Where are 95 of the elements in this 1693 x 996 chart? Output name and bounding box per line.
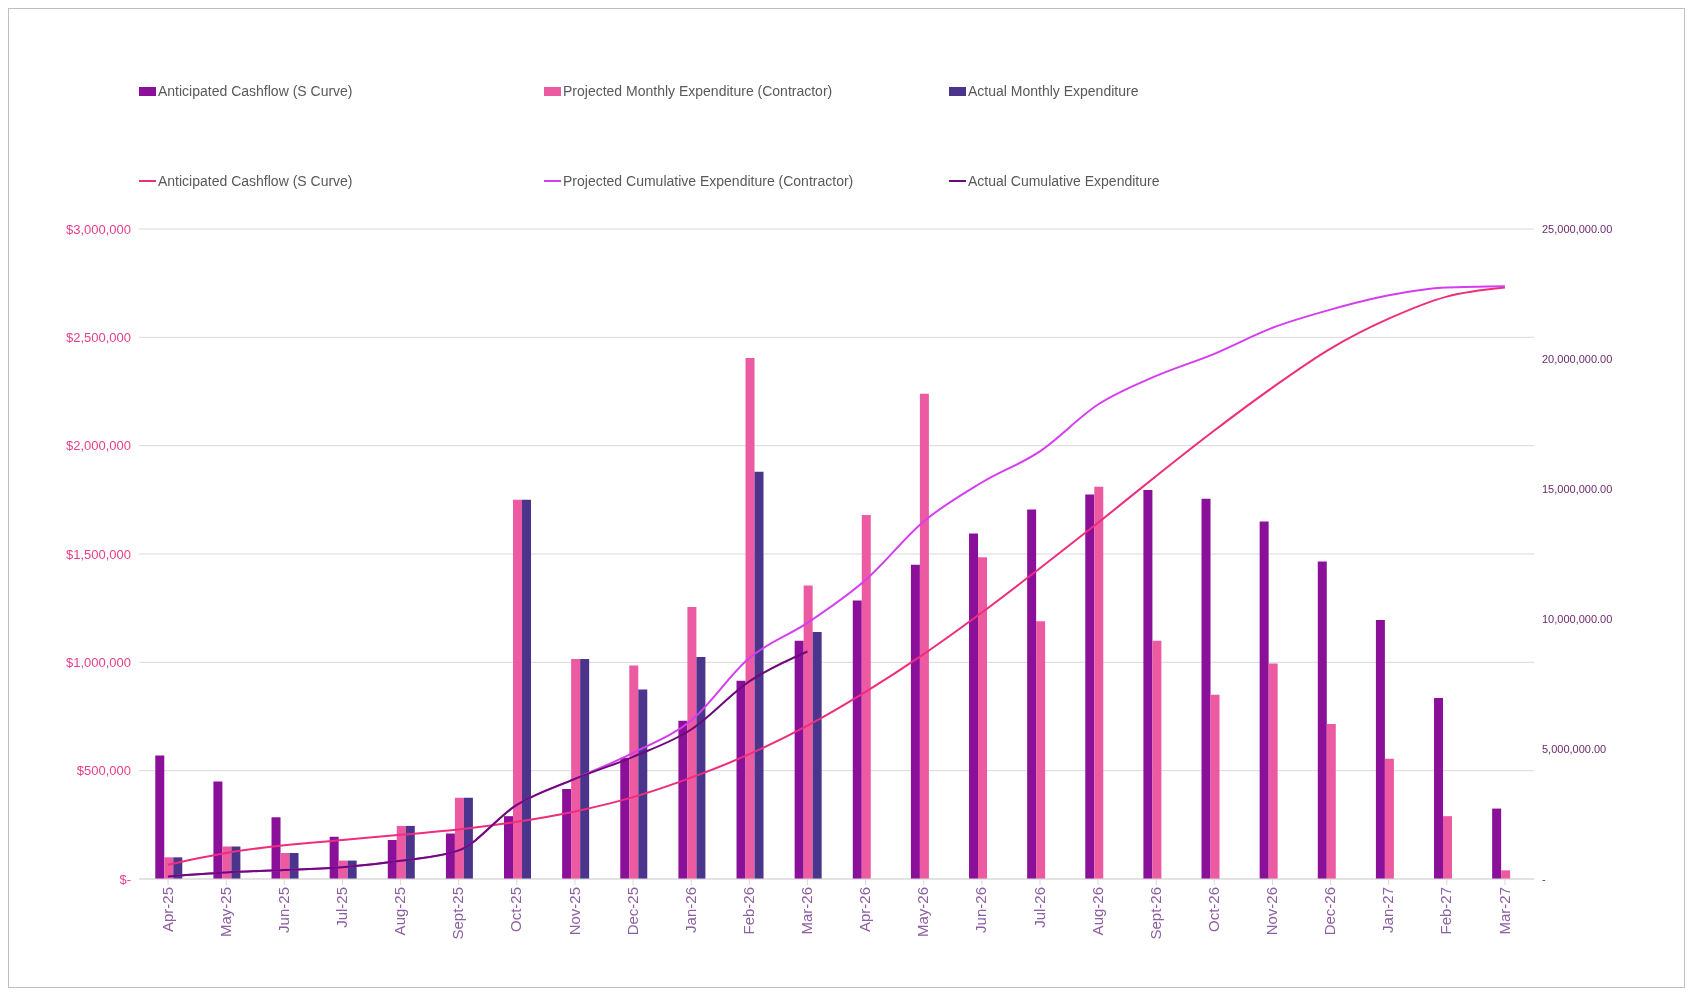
bar <box>910 564 920 879</box>
bar <box>463 797 473 879</box>
bar <box>620 757 630 879</box>
y-tick-label: $2,500,000 <box>65 329 131 345</box>
bar <box>213 781 223 879</box>
bar <box>445 833 455 879</box>
x-tick-label: Aug-25 <box>391 887 409 936</box>
y-tick-label: $3,000,000 <box>65 221 131 237</box>
y2-tick-label: - <box>1542 872 1546 885</box>
y-tick-label: $1,000,000 <box>65 654 131 670</box>
bar <box>1492 808 1502 879</box>
bar <box>454 797 464 879</box>
legend-label: Actual Monthly Expenditure <box>968 83 1139 99</box>
bar <box>861 515 871 879</box>
x-tick-label: Jul-26 <box>1030 887 1048 928</box>
bar <box>1384 758 1394 879</box>
x-tick-label: Nov-26 <box>1263 887 1281 936</box>
x-tick-label: Dec-26 <box>1321 887 1339 936</box>
x-tick-label: Jan-26 <box>681 887 699 933</box>
bar <box>155 755 165 879</box>
x-tick-label: Feb-26 <box>739 887 757 935</box>
y2-tick-label: 10,000,000.00 <box>1542 612 1613 625</box>
bar <box>754 471 764 879</box>
legend-label: Actual Cumulative Expenditure <box>968 173 1160 189</box>
x-tick-label: Feb-27 <box>1437 887 1455 935</box>
bar <box>1434 698 1444 879</box>
bar <box>1036 621 1046 879</box>
line-series <box>167 650 809 878</box>
bar <box>522 499 532 879</box>
y-tick-label: $500,000 <box>76 763 131 779</box>
bar <box>1085 494 1095 879</box>
bar <box>629 665 639 879</box>
x-tick-label: May-26 <box>914 887 932 938</box>
x-tick-label: Dec-25 <box>623 887 641 936</box>
bar <box>852 600 862 879</box>
y2-tick-label: 15,000,000.00 <box>1542 482 1613 495</box>
legend-label: Anticipated Cashflow (S Curve) <box>158 173 353 189</box>
x-tick-label: Jul-25 <box>333 887 351 928</box>
x-tick-label: Apr-25 <box>158 887 176 933</box>
bar <box>803 585 813 879</box>
x-tick-label: Jun-25 <box>274 887 292 933</box>
bar <box>504 816 514 879</box>
x-tick-label: Sept-26 <box>1146 887 1164 940</box>
y-tick-label: $- <box>119 871 131 887</box>
x-tick-label: Mar-27 <box>1495 887 1513 935</box>
bar <box>1501 870 1511 879</box>
x-tick-label: Jun-26 <box>972 887 990 933</box>
bar <box>969 533 979 879</box>
bar <box>638 689 648 879</box>
bar <box>812 632 822 879</box>
bar <box>1317 561 1327 879</box>
bar <box>1443 816 1453 879</box>
bar <box>271 817 281 879</box>
bar <box>794 640 804 879</box>
bar <box>1143 490 1153 879</box>
x-tick-label: Nov-25 <box>565 887 583 936</box>
bar <box>387 840 397 879</box>
y2-tick-label: 5,000,000.00 <box>1542 742 1607 755</box>
bar <box>1326 724 1336 879</box>
x-tick-label: Oct-26 <box>1204 887 1222 933</box>
bar <box>745 357 755 879</box>
bar <box>513 499 523 879</box>
bar <box>1027 509 1037 879</box>
bar <box>919 393 929 879</box>
bar <box>405 825 415 879</box>
y-tick-label: $1,500,000 <box>65 546 131 562</box>
bar <box>1268 663 1278 879</box>
bar <box>1201 498 1211 879</box>
bar <box>1152 640 1162 879</box>
bar <box>1210 694 1220 879</box>
y-tick-label: $2,000,000 <box>65 438 131 454</box>
legend-label: Anticipated Cashflow (S Curve) <box>158 83 353 99</box>
bar <box>678 720 688 879</box>
legend-label: Projected Monthly Expenditure (Contractor) <box>563 83 833 99</box>
bar <box>978 557 988 879</box>
bar <box>1259 521 1269 879</box>
bar <box>580 659 590 879</box>
bar <box>571 659 581 879</box>
x-tick-label: Apr-26 <box>856 887 874 933</box>
bar <box>687 607 697 879</box>
bar <box>1094 486 1104 879</box>
bar <box>562 789 572 879</box>
bar <box>1375 620 1385 879</box>
legend-label: Projected Cumulative Expenditure (Contractor) <box>563 173 854 189</box>
x-tick-label: May-25 <box>216 887 234 938</box>
x-tick-label: Mar-26 <box>798 887 816 935</box>
bar <box>396 825 406 879</box>
y2-tick-label: 25,000,000.00 <box>1542 222 1613 235</box>
x-tick-label: Oct-25 <box>507 887 525 933</box>
bar <box>696 656 706 879</box>
x-tick-label: Jan-27 <box>1379 887 1397 933</box>
x-tick-label: Aug-26 <box>1088 887 1106 936</box>
bar <box>736 680 746 879</box>
y2-tick-label: 20,000,000.00 <box>1542 352 1613 365</box>
x-tick-label: Sept-25 <box>449 887 467 940</box>
